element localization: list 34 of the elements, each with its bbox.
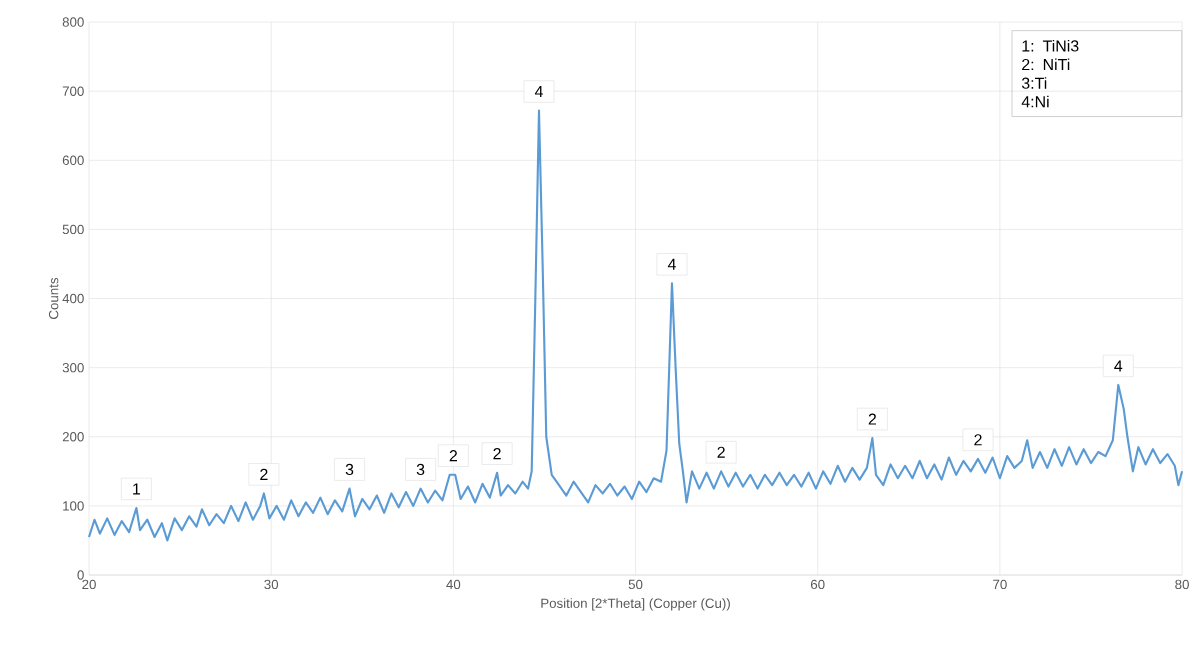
annotation: 4 bbox=[1114, 360, 1123, 372]
x-tick-label: 30 bbox=[264, 579, 279, 590]
annotation: 4 bbox=[667, 258, 676, 270]
annotation: 2 bbox=[868, 413, 876, 425]
y-axis-title: Counts bbox=[48, 277, 59, 319]
y-tick-label: 700 bbox=[62, 86, 84, 96]
annotation: 3 bbox=[416, 463, 425, 476]
annotation: 1 bbox=[133, 483, 141, 495]
y-tick-label: 600 bbox=[62, 155, 84, 165]
annotation: 2 bbox=[493, 448, 501, 460]
annotation: 4:Ni bbox=[1021, 95, 1049, 108]
annotation: 2: NiTi bbox=[1022, 58, 1070, 71]
annotation: 2 bbox=[260, 468, 268, 480]
x-tick-label: 20 bbox=[82, 579, 96, 590]
x-tick-label: 60 bbox=[810, 579, 825, 590]
annotation: 2 bbox=[449, 450, 457, 462]
y-tick-label: 100 bbox=[63, 501, 84, 511]
y-tick-label: 800 bbox=[62, 17, 84, 27]
y-tick-label: 300 bbox=[62, 362, 84, 373]
x-tick-label: 70 bbox=[993, 579, 1007, 590]
y-tick-label: 0 bbox=[77, 570, 84, 580]
annotation: 3:Ti bbox=[1021, 77, 1047, 89]
annotation: 2 bbox=[717, 446, 725, 458]
y-tick-label: 200 bbox=[62, 432, 84, 442]
x-tick-label: 50 bbox=[628, 579, 643, 590]
x-tick-label: 40 bbox=[446, 579, 461, 590]
y-tick-label: 500 bbox=[62, 224, 84, 235]
y-tick-label: 400 bbox=[62, 293, 84, 304]
annotation: 4 bbox=[534, 86, 543, 97]
annotation: 2 bbox=[974, 434, 982, 446]
x-axis-title: Position [2*Theta] (Copper (Cu)) bbox=[541, 598, 730, 611]
annotation: 1: TiNi3 bbox=[1022, 39, 1079, 52]
annotation: 3 bbox=[345, 463, 354, 476]
x-tick-label: 80 bbox=[1175, 579, 1189, 590]
